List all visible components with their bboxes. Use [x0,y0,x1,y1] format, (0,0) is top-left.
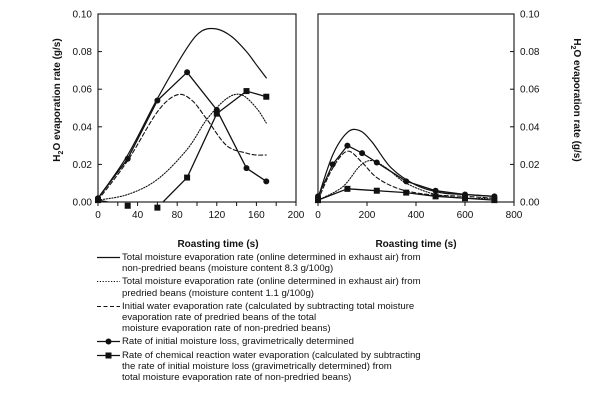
x-tick-label-right: 800 [506,210,523,221]
left-panel: 0.00 0.02 0.04 0.06 0.08 0.10 0 40 80 120 160 200 [73,10,305,222]
right-panel: 0.00 0.02 0.04 0.06 0.08 0.10 0 200 400 600 800 [315,10,540,221]
x-tick-label-right: 200 [359,210,376,221]
y-tick-label-right: 0.04 [520,122,540,133]
y-tick-label-left: 0.08 [73,47,93,58]
legend-text: Rate of chemical reaction water evaporat… [122,349,421,384]
y-tick-label-right: 0.10 [520,10,540,21]
legend-text: Total moisture evaporation rate (online … [122,276,421,299]
x-tick-label-left: 200 [288,210,305,221]
legend-item: Initial water evaporation rate (calculat… [96,301,566,335]
data-point-square-right [344,185,351,192]
data-point-circle-right [359,150,366,157]
y-axis-label-right: H2O evaporation rate (g/s) [569,38,582,161]
series-line-solid-right [318,128,495,199]
series-line-square-left [98,90,267,202]
data-point-square-right [462,195,468,202]
data-point-circle-left [184,69,191,76]
y-tick-label-left: 0.06 [73,85,93,96]
data-point-circle-left [124,155,131,162]
plot-frame-left [97,13,297,203]
legend-symbol-solid [97,256,120,259]
x-axis-label-left: Roasting time (s) [177,239,258,250]
legend-text: Initial water evaporation rate (calculat… [122,300,415,335]
data-point-square-right [373,187,380,194]
x-tick-label-left: 80 [172,210,184,221]
legend-text: Rate of initial moisture loss, gravimetr… [122,336,354,348]
chart-canvas: 0.00 0.02 0.04 0.06 0.08 0.10 0 40 80 120 160 200 0… [52,10,582,251]
data-point-square-right [315,197,321,204]
x-axis-label-right: Roasting time (s) [375,239,456,250]
legend-item: Total moisture evaporation rate (online … [96,252,566,274]
x-tick-label-left: 40 [132,210,144,221]
legend-item: Total moisture evaporation rate (online … [96,276,566,299]
x-tick-label-right: 400 [408,210,425,221]
data-point-square-left [124,202,131,209]
data-point-square-right [432,193,439,200]
legend-symbol-circle [97,338,120,345]
y-tick-label-right: 0.02 [520,160,540,171]
y-tick-label-left: 0.04 [73,122,93,133]
legend: Total moisture evaporation rate (online … [96,252,566,385]
data-point-square-left [213,110,220,117]
series-line-dashed-right [318,150,495,201]
y-tick-label-right: 0.08 [520,47,540,58]
y-tick-label-left: 0.00 [73,198,93,209]
x-tick-label-right: 0 [315,210,321,221]
legend-item: Rate of chemical reaction water evaporat… [96,350,566,384]
data-point-circle-right [432,187,439,194]
legend-symbol-dashed [97,305,120,307]
x-tick-label-left: 120 [208,210,225,221]
data-point-circle-right [403,178,410,185]
data-point-square-right [403,189,410,196]
data-point-square-left [95,197,101,204]
data-point-square-left [184,174,191,181]
plot-frame-right [317,13,515,203]
y-axis-label-left: H2O evaporation rate (g/s) [52,38,65,161]
data-point-square-right [491,197,498,204]
series-line-circle-left [98,71,267,199]
y-tick-label-left: 0.02 [73,160,93,171]
y-tick-label-right: 0.06 [520,85,540,96]
x-tick-label-left: 0 [95,210,101,221]
legend-symbol-dotted [97,281,120,283]
data-point-square-left [263,93,270,100]
data-point-circle-left [243,165,250,172]
series-line-solid-left [98,27,267,199]
y-tick-label-left: 0.10 [73,10,93,21]
data-point-circle-left [263,178,270,185]
data-point-square-left [154,204,161,211]
data-point-circle-right [329,161,336,168]
series-line-dashed-left [98,93,267,201]
y-tick-label-right: 0.00 [520,198,540,209]
data-point-circle-right [344,142,351,149]
x-tick-label-left: 160 [248,210,265,221]
legend-text: Total moisture evaporation rate (online … [122,252,421,275]
x-tick-label-right: 600 [457,210,474,221]
legend-symbol-square [97,352,120,359]
data-point-circle-left [154,97,161,104]
data-point-circle-right [373,159,380,166]
legend-item: Rate of initial moisture loss, gravimetr… [96,336,566,347]
series-line-dotted-left [98,93,267,201]
data-point-square-left [243,88,250,95]
